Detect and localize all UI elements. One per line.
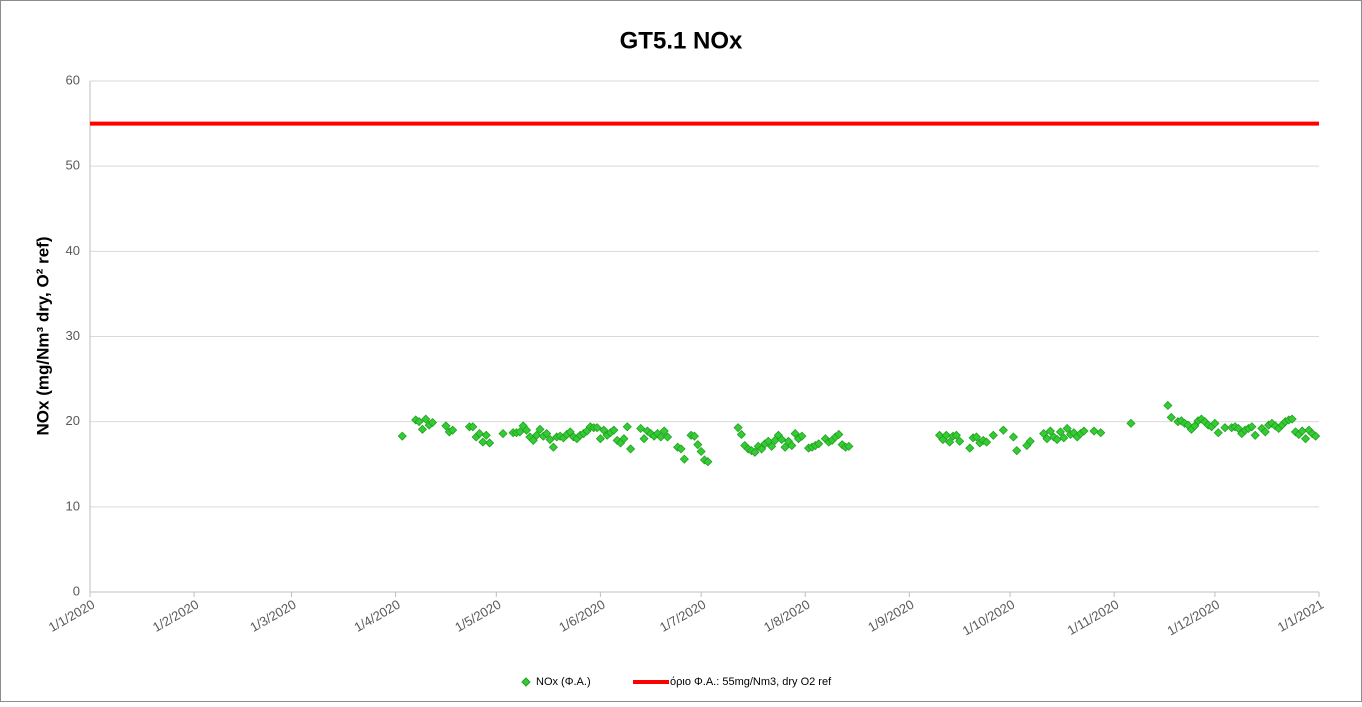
data-point <box>1301 434 1311 444</box>
data-point <box>797 431 807 441</box>
data-point <box>1089 426 1099 436</box>
data-point <box>659 426 669 436</box>
data-point <box>542 429 552 439</box>
data-point <box>1287 414 1297 424</box>
data-point <box>622 422 632 432</box>
data-point <box>417 424 428 434</box>
data-point <box>481 430 491 440</box>
data-point <box>448 425 458 435</box>
data-point <box>981 437 992 447</box>
data-point <box>998 425 1008 435</box>
data-point <box>703 457 713 467</box>
data-point <box>639 434 649 444</box>
data-point <box>468 422 478 432</box>
data-point <box>427 417 438 428</box>
data-point <box>532 430 542 440</box>
data-point <box>662 432 673 442</box>
data-point <box>965 443 975 453</box>
data-point <box>777 434 787 445</box>
data-point <box>733 423 743 433</box>
data-point <box>834 429 844 440</box>
y-axis-label: NOx (mg/Nm³ dry, O² ref) <box>33 237 52 436</box>
data-point <box>1059 433 1069 443</box>
legend-marker <box>521 677 531 687</box>
data-point <box>521 425 532 435</box>
data-point <box>592 423 602 433</box>
y-tick-label: 50 <box>66 158 80 173</box>
data-point <box>1166 412 1176 422</box>
data-point <box>535 424 545 434</box>
data-point <box>945 437 955 447</box>
data-point <box>941 430 951 440</box>
data-point <box>736 429 747 440</box>
y-tick-label: 30 <box>66 328 80 343</box>
data-point <box>1008 432 1018 442</box>
data-point <box>1045 426 1055 436</box>
y-tick-label: 10 <box>66 498 80 513</box>
data-point <box>814 439 824 449</box>
data-point <box>397 431 407 441</box>
data-point <box>441 421 451 431</box>
y-tick-label: 60 <box>66 72 80 87</box>
y-tick-label: 20 <box>66 413 80 428</box>
data-point <box>1163 400 1173 411</box>
data-point <box>421 414 431 424</box>
data-point <box>844 441 854 451</box>
data-point <box>626 444 636 454</box>
data-point <box>1126 418 1136 428</box>
data-point <box>1210 418 1220 428</box>
data-point <box>750 447 760 457</box>
data-point <box>679 454 689 464</box>
data-point <box>696 446 706 457</box>
data-point <box>1079 426 1089 436</box>
data-point <box>1250 430 1260 440</box>
data-point <box>485 438 495 448</box>
data-point <box>548 442 558 452</box>
data-point <box>1055 427 1066 437</box>
data-point <box>1062 423 1072 434</box>
data-point <box>1247 422 1257 432</box>
data-point <box>1213 428 1223 438</box>
data-point <box>656 432 666 442</box>
legend-label: όριο Φ.Α.: 55mg/Nm3, dry O2 ref <box>670 676 832 688</box>
data-point <box>693 440 703 450</box>
y-tick-label: 40 <box>66 243 80 258</box>
data-point <box>1260 427 1270 437</box>
data-point <box>767 441 777 451</box>
data-point <box>619 434 629 444</box>
data-point <box>1220 423 1230 433</box>
data-point <box>689 431 699 441</box>
data-point <box>1311 431 1321 441</box>
data-point <box>1096 428 1106 438</box>
data-point <box>636 423 646 434</box>
data-point <box>414 417 424 427</box>
data-point <box>971 432 982 442</box>
legend-label: NOx (Φ.Α.) <box>536 676 591 688</box>
y-tick-label: 0 <box>73 583 80 598</box>
data-point <box>474 429 485 439</box>
data-point <box>609 425 619 435</box>
data-point <box>595 434 605 444</box>
data-point <box>1012 446 1022 456</box>
data-point <box>955 436 965 446</box>
data-point <box>478 437 488 447</box>
data-point <box>676 444 686 454</box>
data-point <box>787 440 797 451</box>
data-point <box>951 430 961 440</box>
data-point <box>1025 436 1035 446</box>
chart-title: GT5.1 NOx <box>620 27 743 54</box>
data-point <box>498 429 508 439</box>
data-point <box>545 434 555 445</box>
data-point <box>988 430 998 440</box>
